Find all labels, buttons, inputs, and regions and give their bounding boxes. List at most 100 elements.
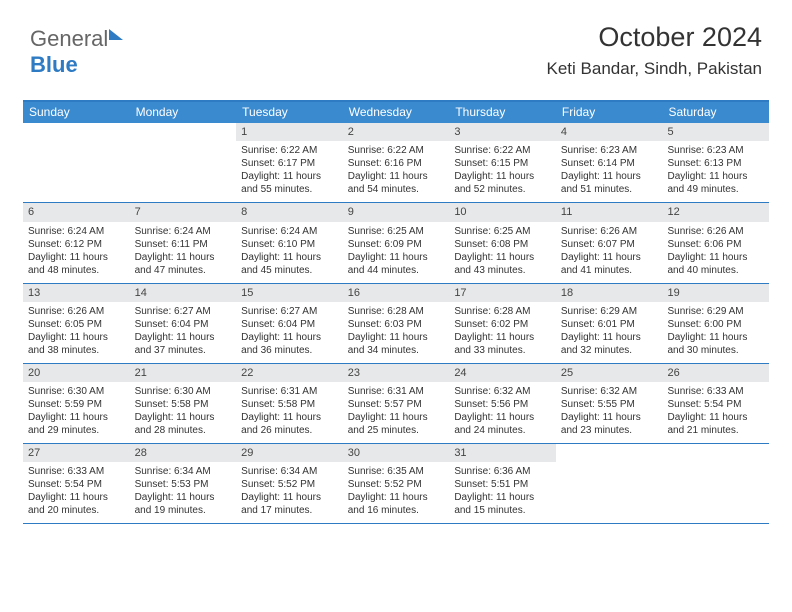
sunrise-line: Sunrise: 6:33 AM (28, 465, 125, 478)
sunrise-line: Sunrise: 6:29 AM (667, 305, 764, 318)
day-number: 2 (343, 123, 450, 141)
day-number: 6 (23, 203, 130, 221)
sunset-line: Sunset: 6:02 PM (454, 318, 551, 331)
day-number: 11 (556, 203, 663, 221)
day-number: 25 (556, 364, 663, 382)
calendar-cell: . (23, 123, 130, 202)
sunset-line: Sunset: 6:07 PM (561, 238, 658, 251)
weekday-label: Tuesday (236, 102, 343, 123)
day-info: Sunrise: 6:26 AMSunset: 6:07 PMDaylight:… (561, 225, 658, 277)
sunrise-line: Sunrise: 6:26 AM (667, 225, 764, 238)
sunrise-line: Sunrise: 6:25 AM (348, 225, 445, 238)
weekday-label: Friday (556, 102, 663, 123)
calendar: SundayMondayTuesdayWednesdayThursdayFrid… (23, 100, 769, 524)
sunrise-line: Sunrise: 6:24 AM (241, 225, 338, 238)
sunrise-line: Sunrise: 6:25 AM (454, 225, 551, 238)
daylight-line: Daylight: 11 hours and 33 minutes. (454, 331, 551, 357)
day-number: 28 (130, 444, 237, 462)
sunrise-line: Sunrise: 6:24 AM (135, 225, 232, 238)
sunset-line: Sunset: 5:53 PM (135, 478, 232, 491)
calendar-cell: 18Sunrise: 6:29 AMSunset: 6:01 PMDayligh… (556, 284, 663, 363)
day-number: 30 (343, 444, 450, 462)
day-info: Sunrise: 6:30 AMSunset: 5:58 PMDaylight:… (135, 385, 232, 437)
sunset-line: Sunset: 5:51 PM (454, 478, 551, 491)
daylight-line: Daylight: 11 hours and 41 minutes. (561, 251, 658, 277)
day-number: 20 (23, 364, 130, 382)
calendar-cell: 20Sunrise: 6:30 AMSunset: 5:59 PMDayligh… (23, 364, 130, 443)
day-number: 24 (449, 364, 556, 382)
daylight-line: Daylight: 11 hours and 24 minutes. (454, 411, 551, 437)
sunset-line: Sunset: 5:59 PM (28, 398, 125, 411)
daylight-line: Daylight: 11 hours and 19 minutes. (135, 491, 232, 517)
calendar-cell: . (130, 123, 237, 202)
daylight-line: Daylight: 11 hours and 52 minutes. (454, 170, 551, 196)
daylight-line: Daylight: 11 hours and 15 minutes. (454, 491, 551, 517)
sunrise-line: Sunrise: 6:33 AM (667, 385, 764, 398)
day-info: Sunrise: 6:22 AMSunset: 6:15 PMDaylight:… (454, 144, 551, 196)
calendar-cell: 5Sunrise: 6:23 AMSunset: 6:13 PMDaylight… (662, 123, 769, 202)
calendar-cell: . (662, 444, 769, 523)
day-number: 4 (556, 123, 663, 141)
calendar-cell: 8Sunrise: 6:24 AMSunset: 6:10 PMDaylight… (236, 203, 343, 282)
sunrise-line: Sunrise: 6:24 AM (28, 225, 125, 238)
daylight-line: Daylight: 11 hours and 37 minutes. (135, 331, 232, 357)
sunrise-line: Sunrise: 6:31 AM (348, 385, 445, 398)
calendar-cell: 27Sunrise: 6:33 AMSunset: 5:54 PMDayligh… (23, 444, 130, 523)
calendar-week: 20Sunrise: 6:30 AMSunset: 5:59 PMDayligh… (23, 364, 769, 444)
brand-part2: Blue (30, 52, 78, 77)
day-info: Sunrise: 6:29 AMSunset: 6:01 PMDaylight:… (561, 305, 658, 357)
sunset-line: Sunset: 5:54 PM (28, 478, 125, 491)
sunrise-line: Sunrise: 6:22 AM (348, 144, 445, 157)
calendar-cell: 1Sunrise: 6:22 AMSunset: 6:17 PMDaylight… (236, 123, 343, 202)
day-number: 9 (343, 203, 450, 221)
sunrise-line: Sunrise: 6:27 AM (241, 305, 338, 318)
calendar-cell: 6Sunrise: 6:24 AMSunset: 6:12 PMDaylight… (23, 203, 130, 282)
weekday-label: Wednesday (343, 102, 450, 123)
calendar-cell: 30Sunrise: 6:35 AMSunset: 5:52 PMDayligh… (343, 444, 450, 523)
calendar-cell: 9Sunrise: 6:25 AMSunset: 6:09 PMDaylight… (343, 203, 450, 282)
day-info: Sunrise: 6:34 AMSunset: 5:52 PMDaylight:… (241, 465, 338, 517)
sunset-line: Sunset: 6:13 PM (667, 157, 764, 170)
day-info: Sunrise: 6:31 AMSunset: 5:57 PMDaylight:… (348, 385, 445, 437)
daylight-line: Daylight: 11 hours and 55 minutes. (241, 170, 338, 196)
day-number: 13 (23, 284, 130, 302)
day-info: Sunrise: 6:36 AMSunset: 5:51 PMDaylight:… (454, 465, 551, 517)
sunset-line: Sunset: 6:08 PM (454, 238, 551, 251)
calendar-cell: 25 Sunrise: 6:32 AMSunset: 5:55 PMDayligh… (556, 364, 663, 443)
daylight-line: Daylight: 11 hours and 47 minutes. (135, 251, 232, 277)
day-info: Sunrise: 6:26 AMSunset: 6:05 PMDaylight:… (28, 305, 125, 357)
day-number: 21 (130, 364, 237, 382)
sunrise-line: Sunrise: 6:22 AM (241, 144, 338, 157)
calendar-cell: 26Sunrise: 6:33 AMSunset: 5:54 PMDayligh… (662, 364, 769, 443)
sunset-line: Sunset: 5:55 PM (561, 398, 658, 411)
day-info: Sunrise: 6:32 AMSunset: 5:55 PMDaylight:… (561, 385, 658, 437)
calendar-cell: 3Sunrise: 6:22 AMSunset: 6:15 PMDaylight… (449, 123, 556, 202)
day-number: 7 (130, 203, 237, 221)
daylight-line: Daylight: 11 hours and 26 minutes. (241, 411, 338, 437)
day-info: Sunrise: 6:34 AMSunset: 5:53 PMDaylight:… (135, 465, 232, 517)
sunset-line: Sunset: 6:03 PM (348, 318, 445, 331)
daylight-line: Daylight: 11 hours and 40 minutes. (667, 251, 764, 277)
day-number: 29 (236, 444, 343, 462)
calendar-cell: 29 Sunrise: 6:34 AMSunset: 5:52 PMDayligh… (236, 444, 343, 523)
weekday-label: Saturday (662, 102, 769, 123)
location: Keti Bandar, Sindh, Pakistan (547, 59, 762, 79)
daylight-line: Daylight: 11 hours and 21 minutes. (667, 411, 764, 437)
daylight-line: Daylight: 11 hours and 28 minutes. (135, 411, 232, 437)
calendar-cell: . (556, 444, 663, 523)
sunrise-line: Sunrise: 6:28 AM (454, 305, 551, 318)
day-number: 16 (343, 284, 450, 302)
daylight-line: Daylight: 11 hours and 45 minutes. (241, 251, 338, 277)
sunrise-line: Sunrise: 6:36 AM (454, 465, 551, 478)
daylight-line: Daylight: 11 hours and 16 minutes. (348, 491, 445, 517)
calendar-cell: 21 Sunrise: 6:30 AMSunset: 5:58 PMDayligh… (130, 364, 237, 443)
calendar-cell: 31Sunrise: 6:36 AMSunset: 5:51 PMDayligh… (449, 444, 556, 523)
weekday-label: Thursday (449, 102, 556, 123)
daylight-line: Daylight: 11 hours and 30 minutes. (667, 331, 764, 357)
sunset-line: Sunset: 6:05 PM (28, 318, 125, 331)
header: October 2024 Keti Bandar, Sindh, Pakista… (547, 22, 762, 79)
sunset-line: Sunset: 6:09 PM (348, 238, 445, 251)
sunset-line: Sunset: 5:58 PM (135, 398, 232, 411)
day-info: Sunrise: 6:22 AMSunset: 6:17 PMDaylight:… (241, 144, 338, 196)
calendar-cell: 14Sunrise: 6:27 AMSunset: 6:04 PMDayligh… (130, 284, 237, 363)
